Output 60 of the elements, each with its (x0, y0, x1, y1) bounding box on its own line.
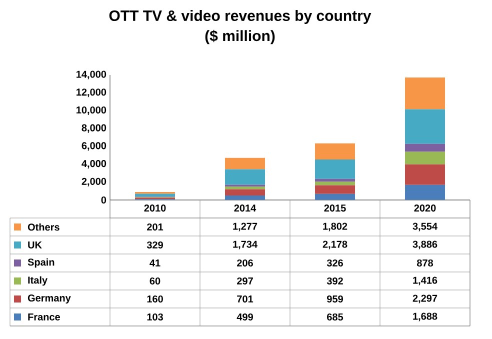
data-label: 1,416 (413, 276, 438, 286)
data-label: 701 (237, 295, 254, 303)
data-label: 326 (326, 259, 343, 267)
legend-label: Others (28, 223, 60, 231)
bar (404, 78, 445, 110)
chart-subtitle: ($ million) (205, 30, 275, 44)
bar (404, 184, 445, 200)
bar (225, 158, 265, 170)
legend-label: UK (28, 241, 42, 248)
chart-title: OTT TV & video revenues by country (109, 10, 372, 24)
data-label: 41 (150, 260, 160, 266)
data-label: 2,297 (412, 294, 438, 304)
data-label: 1,802 (323, 222, 348, 232)
data-label: 206 (237, 259, 253, 267)
y-tick-label: 6,000 (82, 142, 106, 151)
y-tick-label: 2,000 (82, 178, 106, 186)
bar (225, 169, 265, 185)
x-tick-label: 2014 (234, 204, 256, 212)
bar (315, 178, 355, 182)
y-tick-label: 10,000 (76, 106, 106, 115)
data-label: 60 (150, 277, 160, 285)
y-tick-label: 4,000 (82, 160, 106, 169)
legend-label: Spain (28, 258, 54, 268)
bar (315, 185, 355, 194)
data-label: 329 (146, 241, 163, 249)
x-tick-label: 2020 (414, 204, 436, 212)
data-label: 103 (147, 313, 163, 321)
bar (404, 109, 445, 144)
y-tick-label: 14,000 (76, 70, 106, 80)
bar (315, 182, 355, 186)
bar (315, 159, 355, 179)
data-label: 878 (416, 259, 434, 267)
data-label: 392 (326, 277, 343, 285)
data-label: 685 (327, 313, 344, 321)
data-label: 2,178 (322, 240, 348, 250)
data-label: 201 (147, 223, 164, 231)
data-label: 499 (236, 313, 253, 321)
data-label: 1,734 (233, 240, 258, 250)
data-label: 3,886 (412, 240, 438, 250)
data-label: 1,688 (413, 312, 438, 322)
bar (225, 186, 265, 190)
data-label: 160 (147, 295, 163, 303)
data-label: 297 (237, 277, 253, 285)
y-tick-label: 12,000 (76, 88, 106, 98)
legend-label: Italy (28, 276, 48, 286)
y-tick-label: 8,000 (82, 124, 106, 133)
bar (404, 144, 445, 152)
data-label: 3,554 (412, 222, 438, 232)
bar (315, 143, 355, 160)
data-label: 959 (327, 295, 343, 303)
data-label: 1,277 (233, 222, 258, 232)
bar (225, 189, 265, 196)
bar (404, 152, 445, 164)
x-tick-label: 2010 (144, 204, 166, 212)
bar (315, 194, 355, 200)
x-tick-label: 2015 (324, 204, 346, 212)
y-tick-label: 0 (101, 196, 106, 204)
legend-label: Germany (28, 294, 71, 304)
bar (404, 164, 445, 185)
legend-label: France (28, 313, 60, 320)
